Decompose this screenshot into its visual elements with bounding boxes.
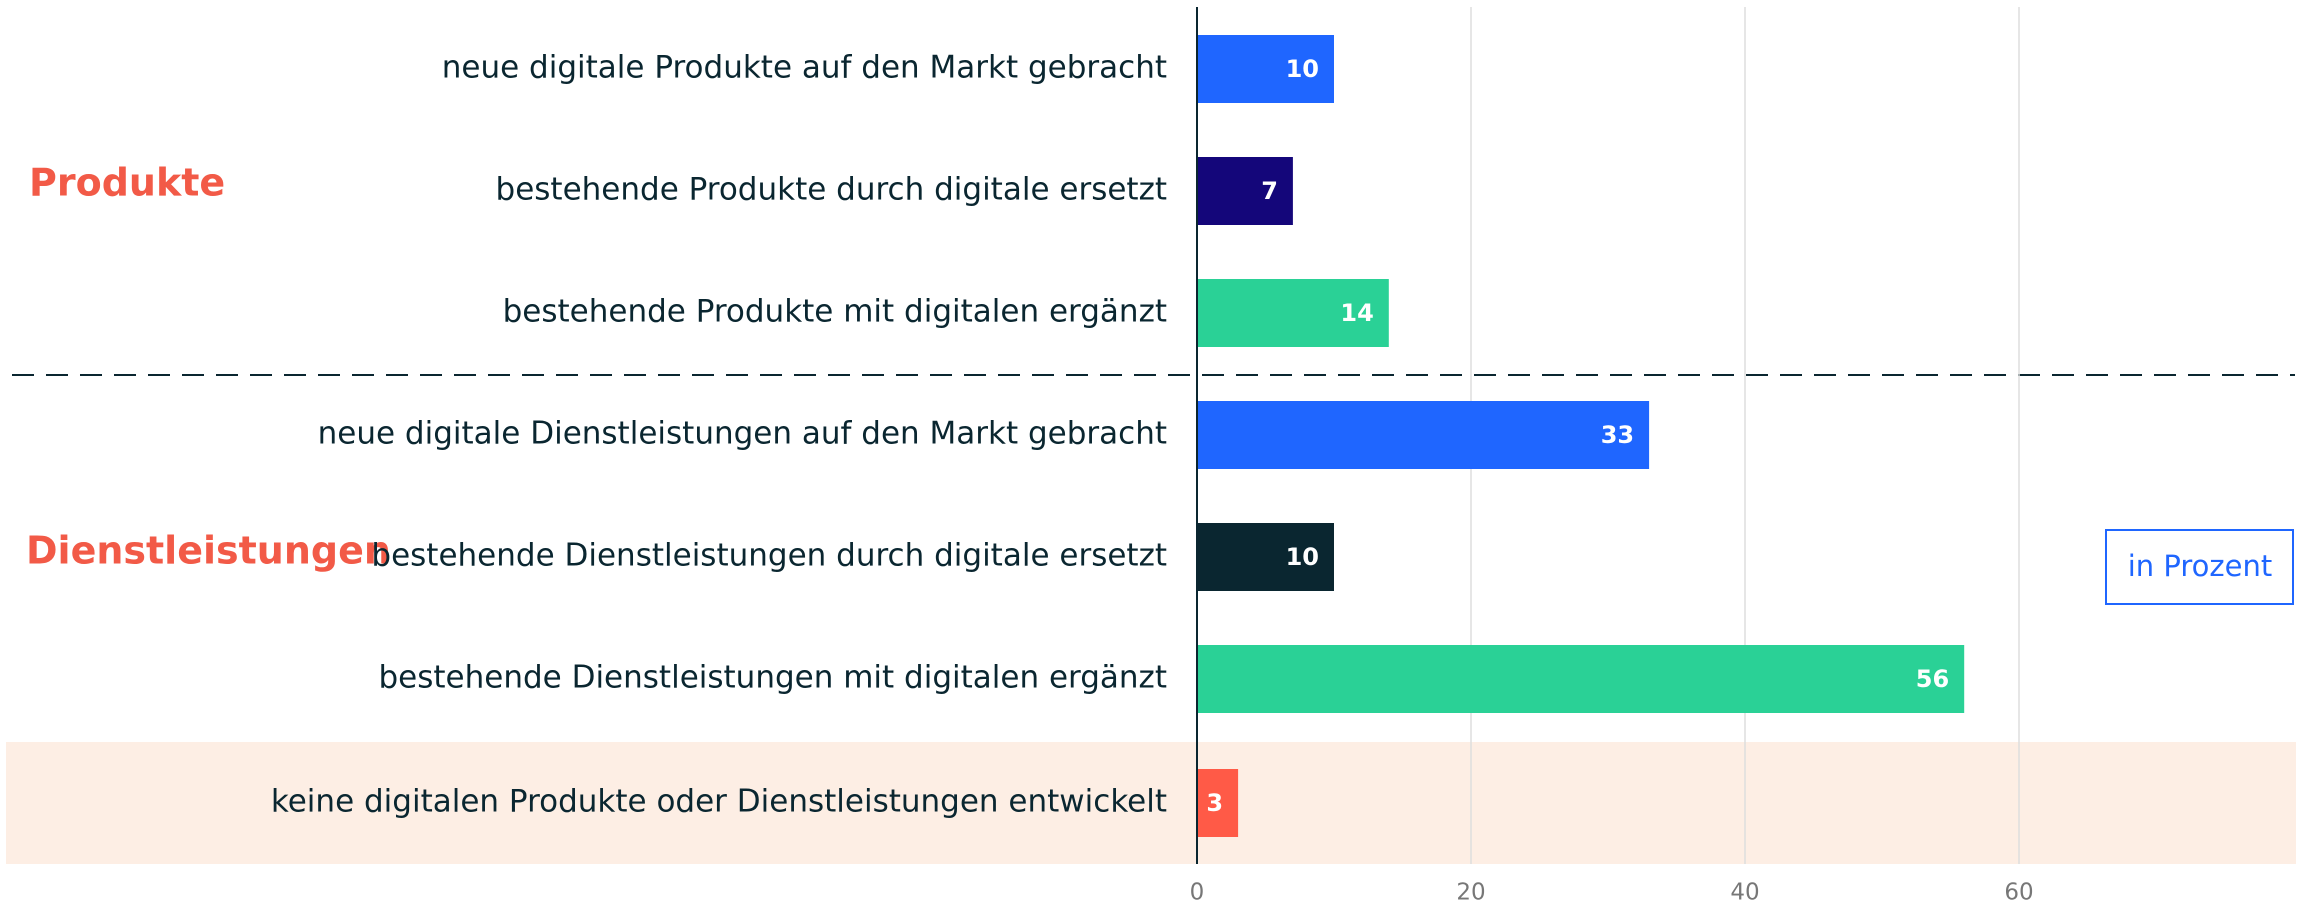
annotation-box <box>2105 529 2294 605</box>
group-label: Dienstleistungen <box>26 529 391 573</box>
x-tick-label: 20 <box>1456 880 1485 906</box>
y-tick-label: bestehende Dienstleistungen durch digita… <box>371 538 1167 574</box>
y-tick-label: neue digitale Produkte auf den Markt geb… <box>442 50 1167 86</box>
y-tick-label: bestehende Dienstleistungen mit digitale… <box>378 660 1167 696</box>
bar <box>1197 401 1650 469</box>
bar <box>1197 157 1293 225</box>
value-label: 56 <box>1916 665 1949 693</box>
y-tick-label: bestehende Produkte durch digitale erset… <box>496 172 1167 208</box>
y-tick-label: bestehende Produkte mit digitalen ergänz… <box>503 294 1167 330</box>
bar <box>1197 645 1965 713</box>
highlight-band <box>6 742 2296 864</box>
x-tick-label: 60 <box>2004 880 2033 906</box>
annotation: in Prozent <box>2128 549 2272 583</box>
y-tick-label: keine digitalen Produkte oder Dienstleis… <box>271 784 1167 820</box>
value-label: 33 <box>1601 421 1634 449</box>
y-tick-label: neue digitale Dienstleistungen auf den M… <box>318 416 1167 452</box>
value-label: 14 <box>1340 299 1373 327</box>
bar <box>1197 279 1389 347</box>
x-tick-label: 0 <box>1190 880 1205 906</box>
value-label: 7 <box>1261 177 1278 205</box>
group-label: Produkte <box>29 161 225 205</box>
bar <box>1197 35 1334 103</box>
x-tick-label: 40 <box>1730 880 1759 906</box>
value-label: 3 <box>1206 789 1223 817</box>
value-label: 10 <box>1286 543 1319 571</box>
value-label: 10 <box>1286 55 1319 83</box>
bar <box>1197 769 1239 837</box>
bar <box>1197 523 1334 591</box>
